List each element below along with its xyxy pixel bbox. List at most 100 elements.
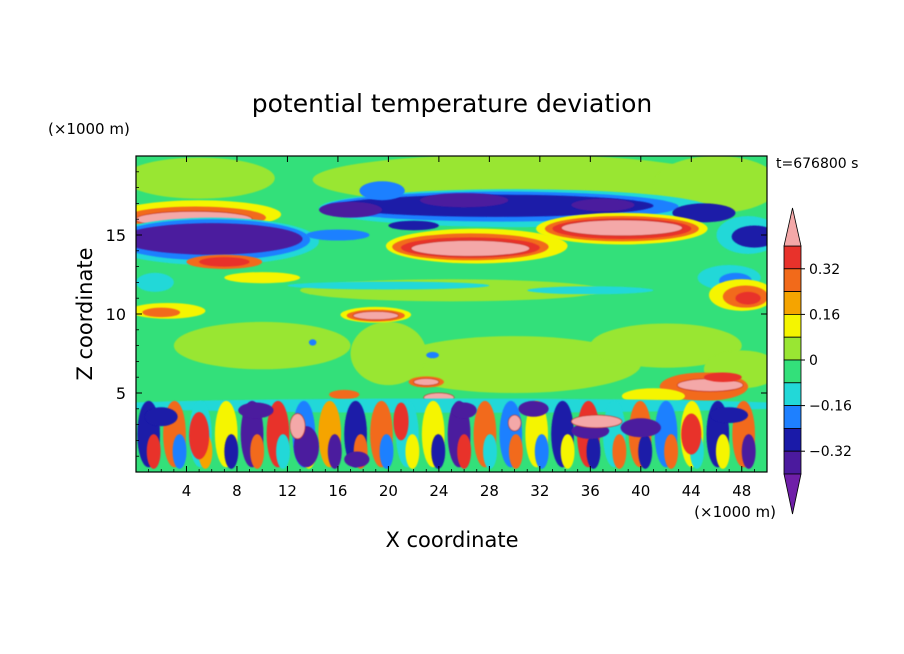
contour-region [507,414,522,432]
contour-region [327,434,342,469]
contour-region [560,434,575,469]
colorbar-segment [783,450,802,475]
contour-region [224,434,239,469]
contour-region [518,400,549,417]
colorbar-segment [783,359,802,384]
x-tick-label: 24 [429,482,448,500]
contour-region [337,194,654,217]
y-tick-label: 5 [116,384,126,403]
contour-region [393,402,409,441]
y-axis-label: Z coordinate [73,247,97,380]
contour-region [350,321,427,386]
contour-region [570,414,623,429]
contour-region [451,402,477,419]
x-tick-label: 40 [631,482,650,500]
x-axis-label: X coordinate [385,528,518,552]
colorbar-tick-label: 0.16 [809,307,840,323]
colorbar-segment [783,405,802,429]
contour-region [352,311,399,321]
contour-region [238,402,274,419]
x-tick-label: 28 [480,482,499,500]
contour-region [136,272,174,292]
contour-region [388,336,641,393]
contour-region [741,434,756,469]
colorbar-segment [783,268,802,292]
contour-region [612,434,627,469]
contour-region [172,434,187,469]
contour-region [620,418,661,438]
colorbar-segment [783,336,802,361]
contour-region [710,407,749,424]
y-tick-label: 15 [106,226,126,245]
contour-region [419,193,509,208]
colorbar-segment [783,291,802,315]
x-axis: 4 8 12 16 20 24 28 32 36 40 44 48 [148,156,755,500]
x-tick-label: 16 [328,482,347,500]
contour-region [664,434,679,469]
contour-region [672,203,736,223]
contour-region [224,272,301,284]
x-tick-label: 4 [182,482,192,500]
contour-region [735,291,761,305]
colorbar-segment [783,382,802,406]
colorbar-tick-label: −0.16 [809,399,852,415]
y-tick-label: 10 [106,305,126,324]
contour-region [586,434,601,469]
time-label: t=676800 s [776,156,858,172]
contour-region [250,434,265,469]
contour-region [199,257,250,267]
x-tick-label: 12 [278,482,297,500]
contour-region [144,407,178,427]
x-tick-label: 44 [682,482,701,500]
colorbar-segment [783,313,802,338]
contour-region [329,389,360,400]
contour-region [289,413,306,440]
contour-region [405,434,420,469]
colorbar: 0.32 0.16 0 −0.16 −0.32 [783,207,852,515]
contour-region [508,434,523,469]
contour-region [308,339,317,346]
colorbar-tick-label: −0.32 [809,444,852,460]
x-tick-label: 36 [581,482,600,500]
contour-region [306,229,370,241]
colorbar-segment [783,245,802,270]
x-tick-label: 20 [379,482,398,500]
contour-region [276,434,290,469]
contour-region [426,351,439,359]
colorbar-min-arrow [783,473,802,515]
contour-region [457,434,472,469]
x-unit-label: (×1000 m) [694,503,776,521]
contour-region [359,181,405,201]
contour-region [287,281,490,290]
colorbar-max-arrow [783,207,802,247]
contour-region [681,413,702,455]
contour-region [534,434,549,469]
contour-field [136,156,767,472]
contour-region [410,240,531,257]
contour-region [413,378,440,386]
chart-title: potential temperature deviation [252,89,652,118]
contour-region [527,286,654,295]
contour-region [146,434,161,469]
contour-region [173,321,351,370]
contour-region [388,220,439,231]
colorbar-tick-label: 0.32 [809,262,840,278]
y-unit-label: (×1000 m) [48,120,130,138]
contour-region [638,434,653,469]
contour-region [483,434,497,469]
contour-region [571,198,635,212]
contour-region [318,201,383,218]
contour-region [344,451,370,468]
contour-region [703,372,742,382]
x-tick-label: 8 [232,482,242,500]
contour-region [715,434,730,469]
contour-region [560,219,683,237]
colorbar-segment [783,427,802,452]
contour-region [379,434,394,469]
colorbar-tick-label: 0 [809,353,818,369]
contour-region [142,307,181,318]
contour-region [431,434,446,469]
contour-region [731,225,767,248]
x-tick-label: 48 [732,482,751,500]
